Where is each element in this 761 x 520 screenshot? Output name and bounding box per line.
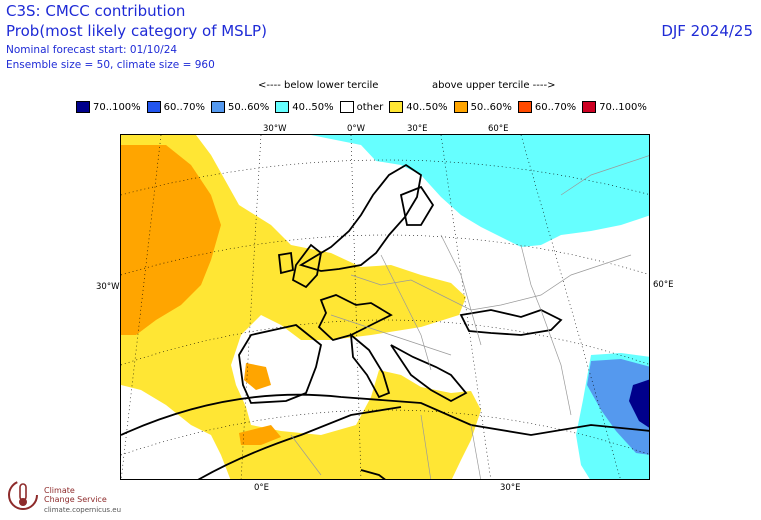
- above-tercile-label: above upper tercile ---->: [432, 80, 556, 91]
- legend-swatch: [389, 101, 404, 113]
- map-subtitle: Prob(most likely category of MSLP): [6, 22, 267, 40]
- legend-swatch: [339, 101, 354, 113]
- lon-tick-right: 60°E: [653, 280, 674, 290]
- legend-swatch: [453, 101, 468, 113]
- legend-item: other: [339, 101, 384, 113]
- lon-tick-top: 30°E: [407, 124, 428, 134]
- above-50-60-region: [121, 145, 221, 335]
- probability-map: [120, 134, 650, 480]
- legend-label: 60..70%: [534, 101, 577, 113]
- copernicus-logo: Climate Change Service climate.copernicu…: [6, 476, 206, 516]
- forecast-start-text: Nominal forecast start: 01/10/24: [6, 44, 178, 56]
- below-tercile-label: <---- below lower tercile: [258, 80, 379, 91]
- legend-swatch: [275, 101, 290, 113]
- lon-tick-top: 0°W: [347, 124, 366, 134]
- legend-item: 70..100%: [582, 101, 647, 113]
- legend-swatch: [76, 101, 90, 113]
- legend-swatch: [210, 101, 225, 113]
- legend-swatch: [517, 101, 532, 113]
- legend-label: 70..100%: [599, 101, 647, 113]
- lon-tick-left: 30°W: [96, 282, 120, 292]
- lon-tick-top: 60°E: [488, 124, 509, 134]
- lon-tick-bottom: 0°E: [254, 483, 270, 493]
- legend-item: 40..50%: [275, 101, 334, 113]
- legend-label: other: [356, 101, 384, 113]
- country-borders: [290, 155, 649, 479]
- map-canvas: [121, 135, 649, 479]
- graticule: [121, 135, 649, 479]
- season-label: DJF 2024/25: [661, 22, 753, 40]
- legend-label: 70..100%: [93, 101, 141, 113]
- legend-item: 50..60%: [453, 101, 512, 113]
- logo-url: climate.copernicus.eu: [44, 506, 122, 514]
- legend-label: 40..50%: [292, 101, 334, 113]
- legend-swatch: [582, 101, 597, 113]
- legend-item: 60..70%: [517, 101, 577, 113]
- legend-item: 40..50%: [389, 101, 448, 113]
- below-70-100-region: [629, 379, 649, 428]
- thermometer-logo-icon: [8, 480, 38, 510]
- legend-item: 60..70%: [146, 101, 205, 113]
- legend-label: 50..60%: [470, 101, 512, 113]
- logo-line-1: Climate: [44, 486, 75, 495]
- legend-label: 50..60%: [227, 101, 270, 113]
- legend-item: 70..100%: [76, 101, 141, 113]
- legend-item: 50..60%: [210, 101, 270, 113]
- ensemble-size-text: Ensemble size = 50, climate size = 960: [6, 59, 215, 71]
- legend-swatch: [146, 101, 161, 113]
- below-50-60-region: [587, 359, 649, 455]
- above-50-60-region: [239, 425, 281, 445]
- lon-tick-bottom: 30°E: [500, 483, 521, 493]
- legend-label: 60..70%: [163, 101, 205, 113]
- legend: 70..100% 60..70% 50..60% 40..50% other 4…: [76, 99, 653, 115]
- above-50-60-region: [244, 363, 271, 390]
- lon-tick-top: 30°W: [263, 124, 287, 134]
- logo-line-2: Change Service: [44, 495, 107, 504]
- below-40-50-region: [311, 135, 649, 247]
- legend-label: 40..50%: [406, 101, 448, 113]
- coastlines: [121, 163, 649, 479]
- map-title: C3S: CMCC contribution: [6, 2, 186, 20]
